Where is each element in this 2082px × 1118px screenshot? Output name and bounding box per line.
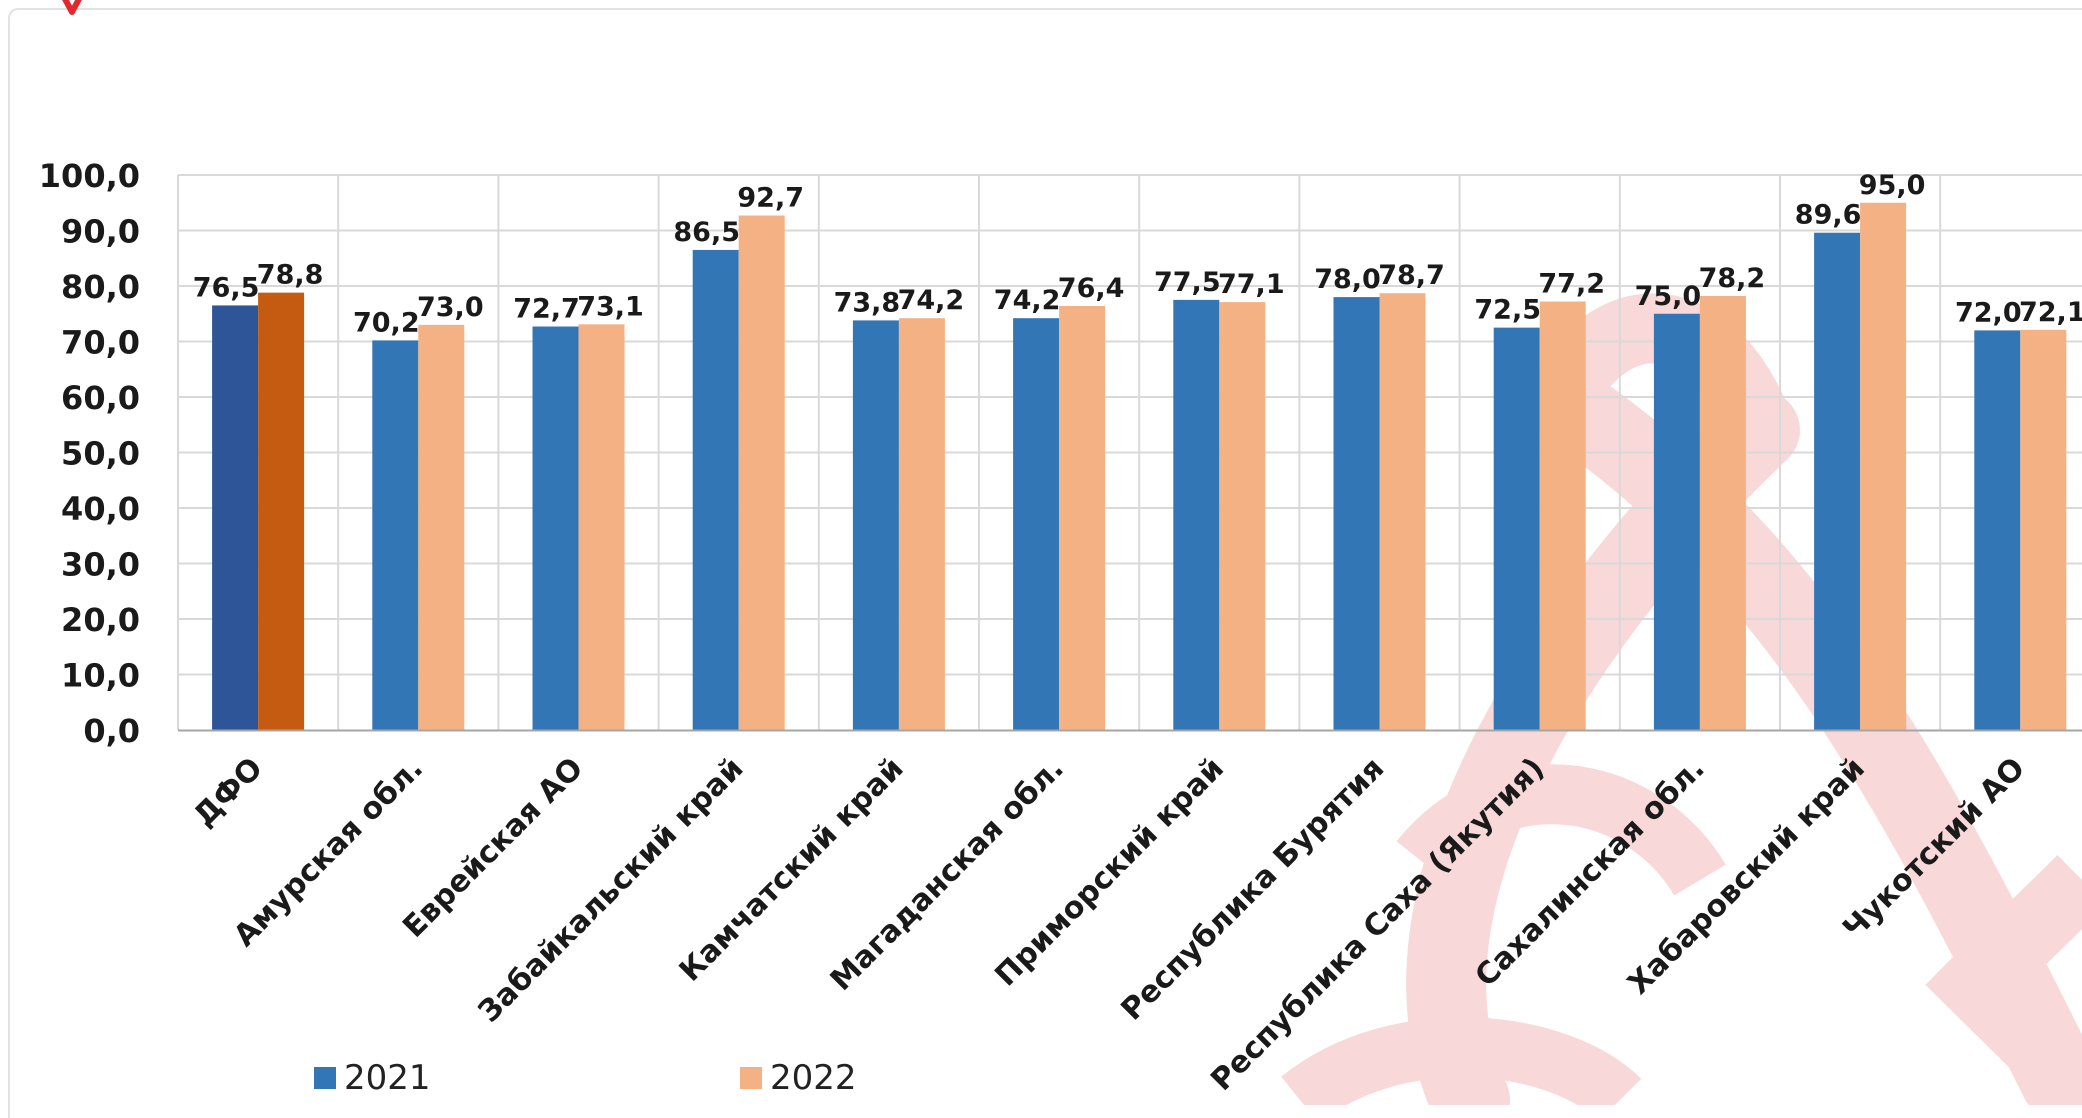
bar-2022 — [1539, 301, 1586, 730]
bar-2022 — [1379, 293, 1426, 730]
bar-2022 — [738, 215, 785, 730]
bar-2022 — [1059, 305, 1106, 730]
bar-2021 — [692, 249, 739, 731]
data-label-2022: 95,0 — [1859, 170, 1926, 201]
data-label-2021: 77,5 — [1154, 267, 1221, 298]
bar-2022 — [1860, 202, 1907, 730]
y-tick-label: 50,0 — [61, 435, 140, 473]
y-tick-label: 0,0 — [83, 712, 140, 750]
data-label-2021: 78,0 — [1314, 264, 1381, 295]
legend-swatch-2022 — [740, 1067, 762, 1089]
bar-2021 — [532, 326, 579, 730]
data-label-2021: 75,0 — [1635, 281, 1702, 312]
data-label-2022: 78,8 — [257, 260, 324, 291]
data-label-2021: 73,8 — [834, 287, 901, 318]
chart-frame — [8, 8, 2082, 1118]
legend-item-2022: 2022 — [740, 1058, 857, 1098]
data-labels: 76,578,870,273,0 72,773,186,592,773,874,2… — [193, 170, 2082, 339]
bar-2022 — [898, 318, 945, 730]
bars — [212, 202, 2067, 731]
data-label-2022: 78,2 — [1699, 263, 1766, 294]
bar-2021 — [212, 305, 259, 730]
x-category-label: Республика Бурятия — [1115, 751, 1392, 1028]
data-label-2022: 76,4 — [1058, 273, 1125, 304]
y-tick-label: 100,0 — [39, 157, 140, 195]
bar-2022 — [1219, 302, 1266, 730]
bar-2022 — [1699, 295, 1746, 730]
grid-lines — [177, 174, 2082, 730]
data-label-2021: 70,2 — [353, 307, 420, 338]
legend-item-2021: 2021 — [314, 1058, 431, 1098]
bar-2022 — [418, 324, 465, 730]
legend-swatch-2021 — [314, 1067, 336, 1089]
bar-2021 — [1333, 297, 1380, 730]
data-label-2022: 73,0 — [417, 292, 484, 323]
data-label-2022: 77,2 — [1538, 269, 1605, 300]
y-tick-label: 90,0 — [61, 213, 140, 251]
y-tick-label: 20,0 — [61, 601, 140, 639]
bar-2021 — [852, 320, 899, 730]
y-tick-label: 40,0 — [61, 490, 140, 528]
bar-2021 — [1653, 313, 1700, 730]
bar-2022 — [578, 324, 625, 730]
red-ribbon-icon — [62, 0, 82, 15]
y-axis-labels: 0,0 10,0 20,0 30,0 40,0 50,0 60,0 70,0 80,0 90,0 1… — [39, 157, 140, 750]
data-label-2021: 76,5 — [193, 272, 260, 303]
x-category-label: ДФО — [187, 751, 270, 834]
bar-2021 — [372, 340, 419, 730]
data-label-2021: 74,2 — [994, 285, 1061, 316]
data-label-2021: 72,5 — [1474, 295, 1541, 326]
bar-2022 — [258, 292, 305, 730]
x-category-label: Забайкальский край — [472, 751, 751, 1030]
data-label-2022: 92,7 — [737, 183, 804, 214]
legend-label-2021: 2021 — [344, 1058, 431, 1098]
data-label-2022: 78,7 — [1378, 260, 1445, 291]
data-label-2021: 72,7 — [513, 294, 580, 325]
y-tick-label: 70,0 — [61, 324, 140, 362]
data-label-2022: 74,2 — [898, 285, 965, 316]
y-tick-label: 80,0 — [61, 268, 140, 306]
legend-label-2022: 2022 — [770, 1058, 857, 1098]
data-label-2021: 86,5 — [673, 217, 740, 248]
y-tick-label: 10,0 — [61, 657, 140, 695]
bar-2021 — [1173, 299, 1220, 730]
data-label-2021: 89,6 — [1795, 200, 1862, 231]
y-tick-label: 30,0 — [61, 546, 140, 584]
data-label-2022: 72,1 — [2019, 297, 2082, 328]
bar-2021 — [1974, 330, 2021, 730]
bar-2021 — [1814, 232, 1861, 730]
data-label-2021: 72,0 — [1955, 297, 2022, 328]
bar-2022 — [2020, 329, 2067, 730]
data-label-2022: 77,1 — [1218, 269, 1285, 300]
bar-2021 — [1013, 318, 1060, 730]
y-tick-label: 60,0 — [61, 379, 140, 417]
bar-2021 — [1493, 327, 1540, 730]
data-label-2022: 73,1 — [577, 291, 644, 322]
